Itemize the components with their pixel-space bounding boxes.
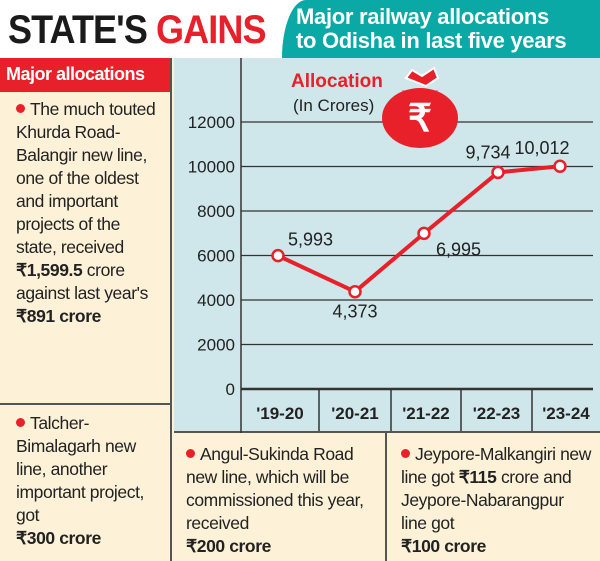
subheadline: Major railway allocations to Odisha in la… [282, 0, 600, 58]
headline-black: STATE'S [8, 8, 148, 52]
chart-title: Allocation [291, 71, 383, 92]
subheadline-line1: Major railway allocations [296, 4, 549, 29]
bullet-icon [16, 104, 25, 113]
allocation-chart: 0 2000 4000 6000 8000 10000 12000 '19-20 '20-21 '… [174, 58, 600, 433]
y-tick-label: 6000 [197, 247, 235, 266]
item-text: crore and Jeypore-Nabarangpur line got [401, 467, 572, 533]
y-tick-label: 4000 [197, 291, 235, 310]
data-point [417, 226, 431, 241]
item-amount: ₹200 crore [186, 536, 271, 556]
item-amount: ₹100 crore [401, 536, 486, 556]
item-amount: ₹300 crore [16, 528, 101, 548]
bottom-cell-jeypore: Jeypore-Malkangiri new line got ₹115 cro… [389, 433, 600, 561]
item-text: Angul-Sukinda Road new line, which will … [186, 444, 364, 533]
allocation-item: Talcher-Bimalagarh new line, another imp… [0, 408, 170, 550]
subheadline-line2: to Odisha in last five years [296, 28, 567, 53]
data-point [491, 165, 505, 180]
data-point [348, 284, 362, 299]
bullet-icon [186, 449, 195, 458]
data-label: 4,373 [332, 302, 377, 322]
chart-svg: 0 2000 4000 6000 8000 10000 12000 '19-20 '20-21 '… [188, 58, 593, 433]
header: STATE'S GAINS Major railway allocations t… [0, 0, 600, 58]
y-tick-label: 10000 [188, 158, 235, 177]
x-tick-label: '20-21 [331, 404, 379, 423]
item-amount: ₹1,599.5 [16, 260, 83, 280]
data-point [271, 248, 285, 263]
allocation-item: Jeypore-Malkangiri new line got ₹115 cro… [389, 433, 600, 558]
item-amount: ₹891 crore [16, 306, 101, 326]
divider [0, 403, 170, 405]
bullet-icon [401, 449, 410, 458]
allocation-item: Angul-Sukinda Road new line, which will … [174, 433, 385, 558]
bullet-icon [16, 418, 25, 427]
y-tick-label: 12000 [188, 113, 235, 132]
headline: STATE'S GAINS [8, 8, 266, 53]
data-label: 5,993 [288, 230, 333, 250]
allocation-item: The much touted Khurda Road-Balangir new… [0, 94, 170, 404]
x-tick-label: '22-23 [473, 404, 521, 423]
y-tick-label: 2000 [197, 336, 235, 355]
rupee-money-bag-icon: ₹ [382, 66, 458, 148]
y-tick-label: 0 [226, 380, 235, 399]
item-text: Talcher-Bimalagarh new line, another imp… [16, 413, 144, 525]
data-label: 9,734 [465, 142, 510, 162]
item-text: Jeypore-Malkangiri new line got [401, 444, 592, 487]
panel-heading: Major allocations [0, 58, 170, 92]
x-tick-label: '19-20 [256, 404, 304, 423]
data-label: 6,995 [436, 239, 481, 259]
chart-subtitle: (In Crores) [293, 96, 374, 115]
bottom-cell-angul: Angul-Sukinda Road new line, which will … [174, 433, 387, 561]
x-tick-label: '23-24 [542, 404, 590, 423]
data-label: 10,012 [514, 138, 569, 158]
headline-red: GAINS [156, 8, 266, 52]
item-text: The much touted Khurda Road-Balangir new… [16, 99, 156, 257]
y-tick-label: 8000 [197, 202, 235, 221]
major-allocations-panel: Major allocations The much touted Khurda… [0, 58, 172, 561]
data-point [553, 159, 567, 173]
item-amount: ₹115 [458, 467, 497, 487]
svg-text:₹: ₹ [408, 98, 432, 140]
item-text: crore against last year's [16, 260, 148, 303]
x-tick-label: '21-22 [402, 404, 450, 423]
